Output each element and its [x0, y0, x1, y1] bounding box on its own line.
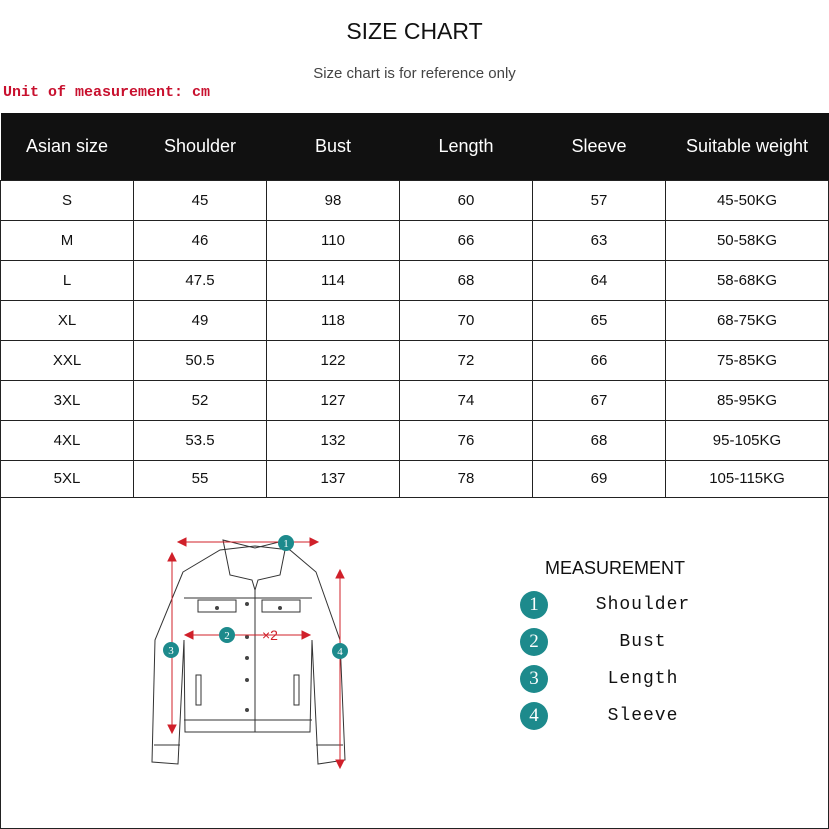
measurement-label: Bust	[619, 632, 667, 652]
subtitle: Size chart is for reference only	[313, 65, 516, 82]
table-cell: 49	[133, 299, 267, 341]
table-cell: 50-58KG	[665, 219, 829, 261]
bust-multiplier: ×2	[262, 627, 278, 643]
measurement-item: 1 Shoulder	[520, 591, 738, 619]
table-cell: 122	[266, 339, 400, 381]
table-cell: M	[0, 219, 134, 261]
table-cell: 5XL	[0, 459, 134, 498]
table-cell: 45	[133, 179, 267, 221]
table-cell: 47.5	[133, 259, 267, 301]
measurement-label: Sleeve	[607, 706, 679, 726]
measurement-item: 2 Bust	[520, 628, 738, 656]
number-badge-icon: 4	[520, 702, 548, 730]
table-cell: 53.5	[133, 419, 267, 461]
measurement-item: 4 Sleeve	[520, 702, 738, 730]
table-cell: 85-95KG	[665, 379, 829, 421]
table-row: XXL 50.5 122 72 66 75-85KG	[0, 339, 829, 381]
table-cell: 75-85KG	[665, 339, 829, 381]
column-header: Asian size	[0, 113, 134, 180]
number-badge-icon: 1	[520, 591, 548, 619]
table-cell: S	[0, 179, 134, 221]
svg-text:1: 1	[283, 538, 289, 550]
column-header: Sleeve	[532, 113, 666, 180]
table-cell: 118	[266, 299, 400, 341]
svg-text:4: 4	[337, 646, 343, 658]
column-header: Suitable weight	[665, 113, 829, 180]
column-header: Bust	[266, 113, 400, 180]
table-row: 3XL 52 127 74 67 85-95KG	[0, 379, 829, 421]
table-cell: 52	[133, 379, 267, 421]
table-row: 5XL 55 137 78 69 105-115KG	[0, 459, 829, 498]
column-header: Length	[399, 113, 533, 180]
table-cell: 137	[266, 459, 400, 498]
table-cell: 74	[399, 379, 533, 421]
table-row: 4XL 53.5 132 76 68 95-105KG	[0, 419, 829, 461]
table-cell: 57	[532, 179, 666, 221]
size-table: Asian size Shoulder Bust Length Sleeve Suitab…	[0, 113, 829, 498]
page-title: SIZE CHART	[346, 18, 483, 44]
measurement-item: 3 Length	[520, 665, 738, 693]
table-cell: XL	[0, 299, 134, 341]
table-cell: 50.5	[133, 339, 267, 381]
table-cell: 68	[532, 419, 666, 461]
table-cell: XXL	[0, 339, 134, 381]
table-cell: 114	[266, 259, 400, 301]
table-cell: 105-115KG	[665, 459, 829, 498]
table-cell: 66	[532, 339, 666, 381]
table-cell: 4XL	[0, 419, 134, 461]
table-cell: 110	[266, 219, 400, 261]
table-cell: 70	[399, 299, 533, 341]
unit-note: Unit of measurement: cm	[3, 84, 211, 101]
table-cell: 65	[532, 299, 666, 341]
table-cell: 63	[532, 219, 666, 261]
table-cell: 58-68KG	[665, 259, 829, 301]
table-cell: 68	[399, 259, 533, 301]
table-cell: 67	[532, 379, 666, 421]
table-cell: 76	[399, 419, 533, 461]
table-cell: 69	[532, 459, 666, 498]
measurement-title: MEASUREMENT	[545, 558, 686, 578]
table-cell: 127	[266, 379, 400, 421]
diagram-panel	[0, 497, 829, 829]
table-cell: 95-105KG	[665, 419, 829, 461]
table-cell: 64	[532, 259, 666, 301]
table-cell: 72	[399, 339, 533, 381]
table-cell: L	[0, 259, 134, 301]
number-badge-icon: 3	[520, 665, 548, 693]
table-cell: 46	[133, 219, 267, 261]
number-badge-icon: 2	[520, 628, 548, 656]
table-cell: 60	[399, 179, 533, 221]
table-cell: 55	[133, 459, 267, 498]
table-row: M 46 110 66 63 50-58KG	[0, 219, 829, 261]
table-row: XL 49 118 70 65 68-75KG	[0, 299, 829, 341]
table-cell: 66	[399, 219, 533, 261]
table-cell: 132	[266, 419, 400, 461]
table-row: S 45 98 60 57 45-50KG	[0, 179, 829, 221]
table-cell: 45-50KG	[665, 179, 829, 221]
svg-text:3: 3	[168, 645, 174, 657]
table-row: L 47.5 114 68 64 58-68KG	[0, 259, 829, 301]
table-cell: 98	[266, 179, 400, 221]
jacket-diagram: ×2 1 2 3 4	[151, 535, 348, 770]
svg-text:2: 2	[224, 630, 230, 642]
table-cell: 78	[399, 459, 533, 498]
table-cell: 68-75KG	[665, 299, 829, 341]
column-header: Shoulder	[133, 113, 267, 180]
measurement-label: Shoulder	[595, 595, 691, 615]
table-cell: 3XL	[0, 379, 134, 421]
measurement-label: Length	[607, 669, 679, 689]
